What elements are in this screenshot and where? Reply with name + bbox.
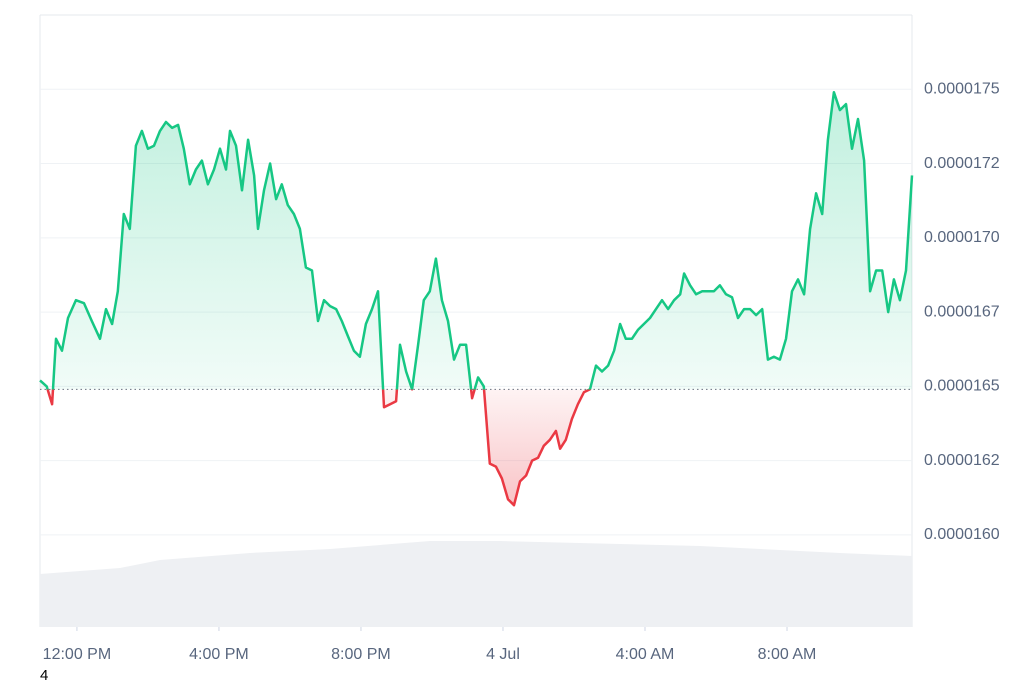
y-tick-label: 0.0000160 [924,526,1000,543]
x-tick-label: 8:00 AM [758,646,817,663]
x-tick-label: 4:00 PM [189,646,249,663]
x-tick-label: 8:00 PM [331,646,391,663]
y-tick-label: 0.0000167 [924,303,1000,320]
y-tick-label: 0.0000162 [924,452,1000,469]
x-tick-label: 4:00 AM [616,646,675,663]
y-tick-label: 0.0000170 [924,229,1000,246]
volume-area [40,541,912,627]
x-tick-label: 12:00 PM [43,646,111,663]
y-tick-label: 0.0000175 [924,80,1000,97]
price-line [39,90,914,507]
y-tick-label: 0.0000172 [924,155,1000,172]
area [40,92,912,506]
footer-text: 4 [40,667,48,683]
x-tick-label: 4 Jul [486,646,520,663]
y-tick-label: 0.0000165 [924,378,1000,395]
